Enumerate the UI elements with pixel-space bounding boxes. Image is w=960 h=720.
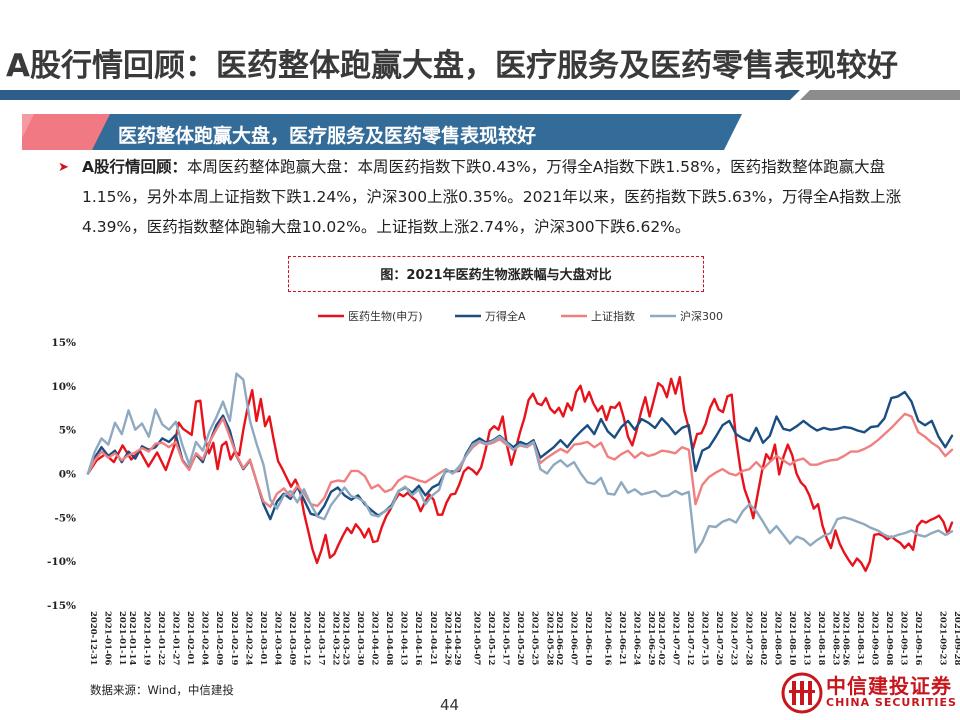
x-tick-label: 2021-02-24 <box>243 611 253 665</box>
figure-title: 图：2021年医药生物涨跌幅与大盘对比 <box>380 268 612 283</box>
logo-text-cn: 中信建投证券 <box>826 674 952 698</box>
figure-title-box <box>288 256 704 292</box>
y-tick-label: 10% <box>51 381 76 393</box>
x-tick-label: 2021-01-22 <box>156 611 166 665</box>
x-tick-label: 2021-08-02 <box>758 611 768 665</box>
summary-paragraph: A股行情回顾：本周医药整体跑赢大盘：本周医药指数下跌0.43%，万得全A指数下跌… <box>82 152 924 242</box>
x-tick-label: 2021-09-16 <box>913 611 923 665</box>
x-tick-label: 2021-06-02 <box>554 611 564 665</box>
x-tick-label: 2021-04-29 <box>452 611 462 665</box>
x-tick-label: 2021-08-13 <box>802 611 812 665</box>
x-tick-label: 2021-03-09 <box>287 611 297 665</box>
y-tick-label: 5% <box>59 425 76 437</box>
x-tick-label: 2021-04-21 <box>428 611 438 665</box>
x-tick-label: 2021-09-13 <box>899 611 909 665</box>
x-tick-label: 2021-05-20 <box>515 611 525 665</box>
x-tick-label: 2021-06-21 <box>617 611 627 665</box>
x-tick-label: 2021-09-03 <box>869 611 879 665</box>
x-tick-label: 2021-09-28 <box>952 611 960 665</box>
x-tick-label: 2021-01-27 <box>171 611 181 665</box>
x-tick-label: 2021-03-25 <box>340 611 350 665</box>
x-tick-label: 2021-07-23 <box>729 611 739 665</box>
series-line-医药生物(申万) <box>86 375 954 572</box>
x-tick-label: 2021-02-04 <box>200 611 210 665</box>
x-tick-label: 2021-08-18 <box>816 611 826 665</box>
x-tick-label: 2021-06-16 <box>603 611 613 665</box>
y-tick-label: -15% <box>47 600 76 612</box>
x-tick-label: 2021-01-06 <box>103 611 113 665</box>
x-tick-label: 2021-01-19 <box>141 611 151 665</box>
page-title: A股行情回顾：医药整体跑赢大盘，医疗服务及医药零售表现较好 <box>6 48 898 84</box>
x-tick-label: 2021-03-04 <box>272 611 282 665</box>
x-tick-label: 2021-05-17 <box>501 611 511 665</box>
legend-label: 医药生物(申万) <box>348 309 423 323</box>
summary-label: A股行情回顾： <box>82 158 187 176</box>
x-tick-label: 2021-08-23 <box>831 611 841 665</box>
bullet-arrow-icon: ➤ <box>58 160 69 175</box>
x-tick-label: 2021-05-28 <box>544 611 554 665</box>
section-banner <box>22 114 742 150</box>
x-tick-label: 2021-07-12 <box>685 611 695 665</box>
series-line-沪深300 <box>86 372 954 554</box>
logo-text-en: CHINA SECURITIES <box>826 696 957 709</box>
x-tick-label: 2021-04-08 <box>384 611 394 665</box>
x-tick-label: 2021-06-07 <box>569 611 579 665</box>
x-tick-label: 2021-03-30 <box>355 611 365 665</box>
title-rule <box>0 90 960 100</box>
legend-label: 沪深300 <box>680 309 723 323</box>
summary-text: 本周医药整体跑赢大盘：本周医药指数下跌0.43%，万得全A指数下跌1.58%，医… <box>82 158 902 236</box>
series-line-万得全A <box>86 390 954 521</box>
x-tick-label: 2021-07-07 <box>670 611 680 665</box>
x-tick-label: 2021-03-01 <box>258 611 268 665</box>
x-tick-label: 2021-08-05 <box>772 611 782 665</box>
x-tick-label: 2021-08-10 <box>787 611 797 665</box>
x-tick-label: 2021-04-26 <box>442 611 452 665</box>
x-tick-label: 2021-02-09 <box>214 611 224 665</box>
x-tick-label: 2021-04-16 <box>413 611 423 665</box>
line-chart: 15% 10% 5% 0% -5% -10% -15% 2020-12-31 2021-01-0… <box>47 309 960 665</box>
legend-label: 上证指数 <box>591 309 635 323</box>
legend-label: 万得全A <box>485 309 526 323</box>
x-tick-label: 2021-07-02 <box>656 611 666 665</box>
banner-text: 医药整体跑赢大盘，医疗服务及医药零售表现较好 <box>118 125 537 147</box>
x-tick-label: 2021-06-29 <box>646 611 656 665</box>
citic-logo-icon <box>781 672 823 714</box>
page-number: 44 <box>440 696 460 714</box>
x-tick-label: 2021-03-17 <box>316 611 326 665</box>
x-tick-label: 2020-12-31 <box>88 611 98 665</box>
x-tick-label: 2021-04-02 <box>370 611 380 665</box>
x-tick-label: 2021-01-11 <box>117 611 127 665</box>
y-tick-label: -5% <box>54 512 76 524</box>
x-tick-label: 2021-07-15 <box>700 611 710 665</box>
x-tick-label: 2021-03-12 <box>302 611 312 665</box>
x-tick-label: 2021-03-22 <box>331 611 341 665</box>
x-tick-label: 2021-07-20 <box>714 611 724 665</box>
x-tick-label: 2021-08-31 <box>855 611 865 665</box>
x-tick-label: 2021-05-25 <box>530 611 540 665</box>
x-tick-label: 2021-08-26 <box>840 611 850 665</box>
x-tick-label: 2021-06-10 <box>583 611 593 665</box>
x-tick-label: 2021-04-13 <box>399 611 409 665</box>
y-tick-label: 0% <box>59 469 76 481</box>
x-tick-label: 2021-01-14 <box>127 611 137 665</box>
x-tick-label: 2021-02-01 <box>185 611 195 665</box>
y-tick-label: -10% <box>47 556 76 568</box>
x-tick-label: 2021-09-08 <box>884 611 894 665</box>
x-tick-label: 2021-07-28 <box>743 611 753 665</box>
x-tick-label: 2021-05-07 <box>471 611 481 665</box>
x-tick-label: 2021-05-12 <box>486 611 496 665</box>
x-tick-label: 2021-02-19 <box>229 611 239 665</box>
y-tick-label: 15% <box>51 337 76 349</box>
data-source: 数据来源：Wind，中信建投 <box>90 683 234 697</box>
x-tick-label: 2021-09-23 <box>937 611 947 665</box>
x-tick-label: 2021-06-24 <box>632 611 642 665</box>
